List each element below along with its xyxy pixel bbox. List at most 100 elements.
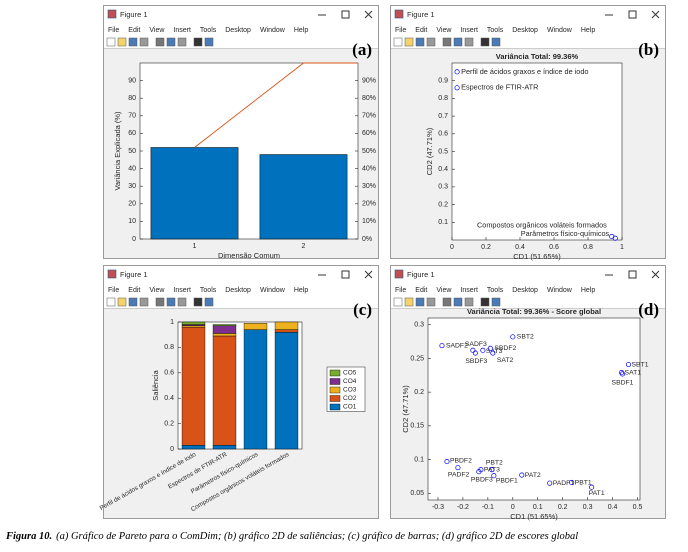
bar-segment	[243, 323, 268, 330]
toolbar-button[interactable]	[453, 297, 463, 307]
menu-item[interactable]: Window	[547, 287, 573, 294]
toolbar-button[interactable]	[426, 297, 436, 307]
y2-tick-label: 10%	[362, 218, 376, 225]
menu-item[interactable]: File	[395, 27, 406, 34]
x-tick-label: -0.2	[457, 504, 469, 511]
menu-item[interactable]: Window	[260, 287, 286, 294]
menu-item[interactable]: Insert	[460, 27, 478, 34]
menu-item[interactable]: File	[108, 287, 119, 294]
menu-item[interactable]: Window	[260, 27, 286, 34]
toolbar-button[interactable]	[117, 37, 127, 47]
point-label: PBDF1	[496, 478, 518, 485]
toolbar-button[interactable]	[415, 297, 425, 307]
menu-item[interactable]: File	[395, 287, 406, 294]
menu-item[interactable]: Desktop	[512, 287, 538, 294]
toolbar-button[interactable]	[166, 297, 176, 307]
toolbar-button[interactable]	[177, 297, 187, 307]
x-tick-label: -0.1	[482, 504, 494, 511]
toolbar-button[interactable]	[128, 37, 138, 47]
menu-item[interactable]: Help	[294, 287, 309, 294]
toolbar-button[interactable]	[166, 37, 176, 47]
toolbar-button[interactable]	[193, 37, 203, 47]
x-axis-label: CD1 (51.65%)	[513, 252, 561, 261]
point	[472, 350, 478, 356]
toolbar-button[interactable]	[204, 297, 214, 307]
toolbar-button[interactable]	[106, 37, 116, 47]
toolbar-button[interactable]	[393, 297, 403, 307]
toolbar-button[interactable]	[426, 37, 436, 47]
menu-item[interactable]: Desktop	[512, 27, 538, 34]
y-axis-label: Variância Explicada (%)	[113, 111, 122, 191]
menu-item[interactable]: Edit	[128, 287, 140, 294]
toolbar-button[interactable]	[117, 297, 127, 307]
menu-item[interactable]: View	[149, 287, 165, 294]
bar-segment	[212, 335, 237, 446]
toolbar-button[interactable]	[464, 297, 474, 307]
toolbar-button[interactable]	[415, 37, 425, 47]
toolbar-button[interactable]	[155, 37, 165, 47]
menu-item[interactable]: Insert	[460, 287, 478, 294]
maximize-button[interactable]	[341, 10, 350, 19]
caption-label: Figura 10.	[5, 531, 52, 542]
window-icon	[394, 269, 404, 279]
y-tick-label: 0.6	[438, 131, 448, 138]
toolbar-button[interactable]	[491, 37, 501, 47]
toolbar-button[interactable]	[128, 297, 138, 307]
maximize-button[interactable]	[628, 10, 637, 19]
toolbar-button[interactable]	[139, 37, 149, 47]
x-tick-label: 0.8	[583, 244, 593, 251]
toolbar-button[interactable]	[453, 37, 463, 47]
menu-item[interactable]: Edit	[415, 27, 427, 34]
close-button[interactable]	[364, 270, 373, 279]
menu-item[interactable]: Desktop	[225, 287, 251, 294]
toolbar-button[interactable]	[480, 297, 490, 307]
toolbar-button[interactable]	[139, 297, 149, 307]
menu-item[interactable]: Help	[294, 27, 309, 34]
menu-item[interactable]: View	[436, 287, 452, 294]
maximize-button[interactable]	[628, 270, 637, 279]
y-tick-label: 0.25	[410, 355, 424, 362]
window-title: Figure 1	[407, 270, 435, 279]
menu-item[interactable]: Help	[581, 27, 596, 34]
toolbar-button[interactable]	[464, 37, 474, 47]
menu-item[interactable]: Edit	[128, 27, 140, 34]
y-tick-label: 0.3	[438, 184, 448, 191]
x-tick-label: 0	[450, 244, 454, 251]
menu-item[interactable]: View	[149, 27, 165, 34]
bar-segment	[212, 333, 237, 337]
menu-item[interactable]: Tools	[200, 27, 217, 34]
point-label: Espectros de FTIR-ATR	[461, 83, 538, 92]
close-button[interactable]	[651, 270, 660, 279]
toolbar-button[interactable]	[393, 37, 403, 47]
toolbar-button[interactable]	[442, 297, 452, 307]
toolbar-button[interactable]	[404, 37, 414, 47]
menu-item[interactable]: Window	[547, 27, 573, 34]
menu-item[interactable]: Help	[581, 287, 596, 294]
y-tick-label: 0.9	[438, 78, 448, 85]
toolbar-button[interactable]	[193, 297, 203, 307]
toolbar-button[interactable]	[204, 37, 214, 47]
point-label: SAT1	[625, 369, 642, 376]
menu-item[interactable]: Insert	[173, 287, 191, 294]
menu-item[interactable]: Edit	[415, 287, 427, 294]
toolbar-button[interactable]	[480, 37, 490, 47]
bar-segment	[274, 329, 299, 333]
menu-item[interactable]: Insert	[173, 27, 191, 34]
menu-item[interactable]: Desktop	[225, 27, 251, 34]
close-button[interactable]	[651, 10, 660, 19]
x-tick-label: 0.5	[633, 504, 643, 511]
menu-item[interactable]: View	[436, 27, 452, 34]
menu-item[interactable]: Tools	[200, 287, 217, 294]
toolbar-button[interactable]	[177, 37, 187, 47]
menu-item[interactable]: Tools	[487, 287, 504, 294]
toolbar-button[interactable]	[404, 297, 414, 307]
toolbar-button[interactable]	[155, 297, 165, 307]
toolbar-button[interactable]	[491, 297, 501, 307]
maximize-button[interactable]	[341, 270, 350, 279]
toolbar-button[interactable]	[442, 37, 452, 47]
menu-item[interactable]: File	[108, 27, 119, 34]
y-tick-label: 0.4	[164, 395, 174, 402]
toolbar-button[interactable]	[106, 297, 116, 307]
close-button[interactable]	[364, 10, 373, 19]
menu-item[interactable]: Tools	[487, 27, 504, 34]
